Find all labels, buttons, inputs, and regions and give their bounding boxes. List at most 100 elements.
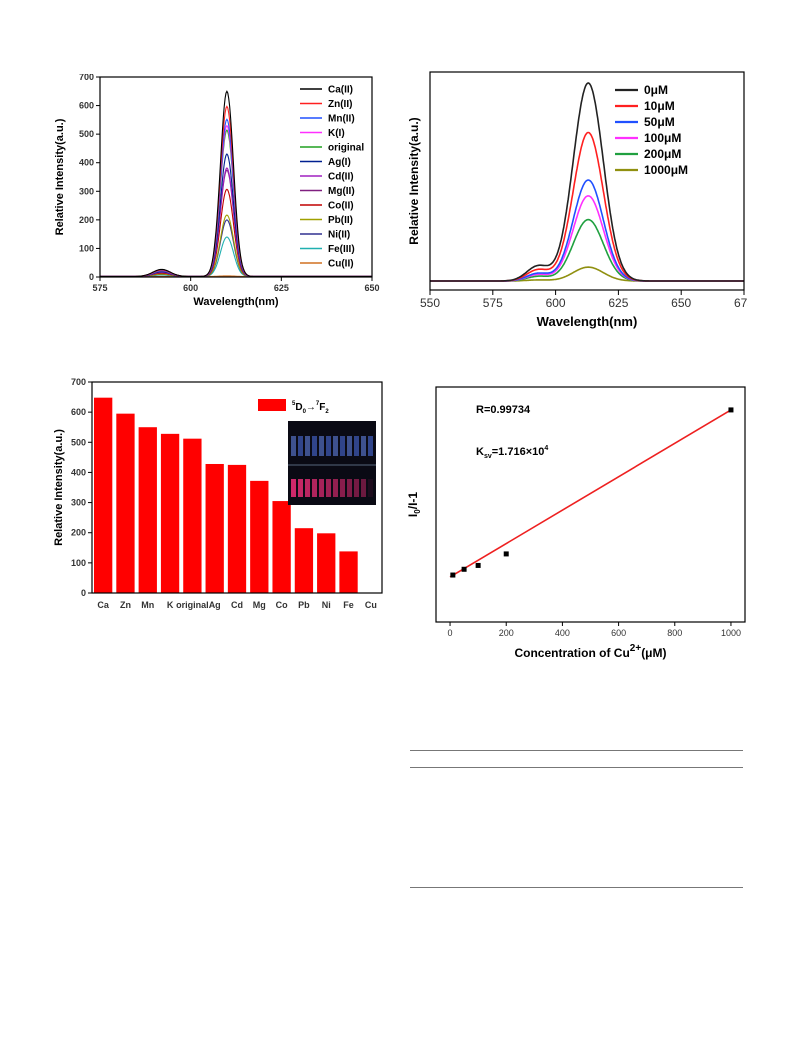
vial-red bbox=[326, 479, 331, 497]
stern-volmer-svg: 0 200 400 600 800 1000 Concentration of Cu2+(μ… bbox=[406, 386, 746, 660]
legend-swatch bbox=[258, 399, 286, 411]
y-tick-label: 0 bbox=[81, 588, 86, 598]
legend-label: Mn(II) bbox=[328, 114, 355, 125]
x-tick-label: 0 bbox=[448, 628, 453, 638]
bar-original bbox=[183, 438, 202, 593]
legend-label: 0μM bbox=[644, 83, 668, 97]
x-tick-label: 1000 bbox=[721, 628, 741, 638]
legend-label: Ag(I) bbox=[328, 157, 351, 168]
x-axis-label: Wavelength(nm) bbox=[537, 314, 638, 329]
legend-label: Ni(II) bbox=[328, 230, 350, 241]
bar-Mg bbox=[250, 480, 269, 593]
bar-Zn bbox=[116, 413, 135, 593]
legend-label: 1000μM bbox=[644, 163, 688, 177]
x-tick-label: 675 bbox=[734, 296, 748, 310]
x-tick-label: 550 bbox=[420, 296, 440, 310]
data-point bbox=[450, 572, 456, 578]
series-line-200μM bbox=[430, 218, 744, 282]
vial-red bbox=[291, 479, 296, 497]
x-tick-label: 575 bbox=[483, 296, 503, 310]
legend-label: Cd(II) bbox=[328, 172, 354, 183]
x-tick-label: Ni bbox=[322, 600, 331, 610]
plot-frame bbox=[435, 386, 746, 623]
spectra-ions-svg: 575 600 625 650 0 100 200 300 400 500 600 700 Wavele… bbox=[54, 72, 380, 308]
x-tick-label: 650 bbox=[671, 296, 691, 310]
legend-label: Ca(II) bbox=[328, 85, 353, 96]
x-axis-label-main: Concentration of Cu bbox=[514, 646, 629, 660]
spectra-ions-chart: 575 600 625 650 0 100 200 300 400 500 600 700 Wavele… bbox=[52, 72, 382, 319]
y-tick-label: 0 bbox=[89, 272, 94, 282]
vial-blue bbox=[291, 436, 296, 456]
table-header-rule bbox=[410, 767, 743, 768]
x-tick-label: 800 bbox=[667, 628, 682, 638]
annotation-k: K bbox=[476, 446, 484, 458]
x-tick-label: Co bbox=[276, 600, 288, 610]
vial-divider bbox=[288, 464, 376, 466]
vial-red bbox=[305, 479, 310, 497]
legend-label: Mg(II) bbox=[328, 186, 355, 197]
vial-blue bbox=[340, 436, 345, 456]
y-axis-label-main: I bbox=[406, 514, 420, 517]
y-tick-label: 300 bbox=[79, 186, 94, 196]
vial-red bbox=[340, 479, 345, 497]
bar-Cd bbox=[227, 464, 247, 593]
annotation-k-exp: 4 bbox=[544, 445, 548, 452]
legend-sub: 2 bbox=[325, 409, 329, 415]
bar-Mn bbox=[138, 427, 157, 593]
legend-sup: 7 bbox=[316, 401, 320, 407]
x-tick-label: Cd bbox=[231, 600, 243, 610]
vial-blue bbox=[312, 436, 317, 456]
y-axis-label-sub: 0 bbox=[413, 509, 422, 514]
legend-sub: 0 bbox=[303, 409, 307, 415]
legend-label: 5D0→7F2 bbox=[292, 401, 329, 415]
bar-Pb bbox=[294, 528, 314, 593]
vial-blue bbox=[319, 436, 324, 456]
table-bottom-rule bbox=[410, 887, 743, 888]
legend-label: Cu(II) bbox=[328, 259, 354, 270]
spectra-cu-titration-chart: 550 575 600 625 650 675 Wavelength(nm) Relative… bbox=[407, 68, 754, 338]
x-tick-label: 600 bbox=[611, 628, 626, 638]
legend-label: 200μM bbox=[644, 147, 681, 161]
x-tick-label: 400 bbox=[555, 628, 570, 638]
y-tick-label: 100 bbox=[79, 243, 94, 253]
vial-blue bbox=[368, 436, 373, 456]
x-tick-label: Zn bbox=[120, 600, 131, 610]
legend-label: 50μM bbox=[644, 115, 675, 129]
table-top-rule bbox=[410, 750, 743, 751]
bar-Ag bbox=[205, 463, 224, 593]
series-line-10μM bbox=[430, 131, 744, 282]
spectra-cu-svg: 550 575 600 625 650 675 Wavelength(nm) Relative… bbox=[407, 71, 754, 329]
x-tick-label: 650 bbox=[364, 283, 379, 293]
y-tick-label: 400 bbox=[71, 467, 86, 477]
legend-label: original bbox=[328, 143, 364, 154]
y-tick-label: 600 bbox=[79, 101, 94, 111]
vial-blue bbox=[298, 436, 303, 456]
vial-red bbox=[354, 479, 359, 497]
vial-blue bbox=[305, 436, 310, 456]
y-tick-label: 300 bbox=[71, 498, 86, 508]
y-axis-label: Relative Intensity(a.u.) bbox=[408, 117, 421, 244]
series-line-100μM bbox=[430, 195, 744, 282]
y-axis-label-rest: /I-1 bbox=[406, 492, 420, 510]
y-tick-label: 100 bbox=[71, 558, 86, 568]
x-axis-label: Wavelength(nm) bbox=[193, 296, 278, 308]
plot-frame bbox=[91, 381, 383, 594]
annotation-r: R=0.99734 bbox=[476, 404, 531, 416]
legend-sup: 5 bbox=[292, 401, 296, 407]
bar-Ca bbox=[94, 397, 113, 593]
x-tick-label: Ag bbox=[209, 600, 221, 610]
y-tick-label: 700 bbox=[79, 74, 94, 82]
data-point bbox=[461, 566, 467, 572]
plot-frame bbox=[99, 76, 373, 278]
data-point bbox=[728, 407, 734, 413]
data-point bbox=[475, 562, 481, 568]
vial-red bbox=[333, 479, 338, 497]
legend-arrow: → bbox=[306, 402, 316, 413]
x-tick-label: Cu bbox=[365, 600, 377, 610]
bar-K bbox=[160, 433, 180, 593]
series-line-Ca(II) bbox=[100, 90, 372, 277]
y-axis-label: Relative Intensity(a.u.) bbox=[53, 429, 65, 546]
vial-blue bbox=[354, 436, 359, 456]
bar-Ni bbox=[317, 533, 336, 593]
